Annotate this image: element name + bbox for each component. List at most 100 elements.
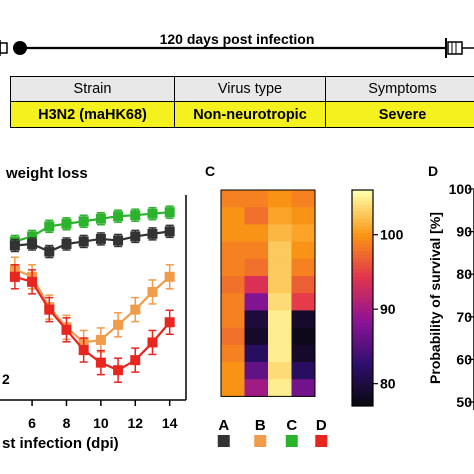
heatmap-cell <box>221 310 245 328</box>
series-line <box>14 275 171 372</box>
heatmap-cell <box>291 224 316 242</box>
heatmap-cell <box>244 327 269 346</box>
heatmap-cell <box>291 362 316 380</box>
column-swatch <box>315 435 328 447</box>
heatmap-cell <box>268 224 292 242</box>
heatmap-cell <box>268 258 292 277</box>
colorbar-segment <box>352 344 373 349</box>
data-point <box>113 235 124 246</box>
heatmap-cell <box>244 241 269 260</box>
heatmap-cell <box>244 310 269 328</box>
y-tick-label: 70 <box>456 309 472 325</box>
colorbar-segment <box>352 222 373 227</box>
data-point <box>113 365 124 376</box>
colorbar-segment <box>352 204 373 209</box>
data-point <box>61 218 72 229</box>
series-line <box>14 230 170 253</box>
x-tick-label: 10 <box>93 415 109 431</box>
data-point <box>78 345 89 356</box>
data-point <box>44 304 55 315</box>
timeline-start-dot <box>13 41 27 55</box>
heatmap-cell <box>291 327 316 346</box>
colorbar-segment <box>352 280 373 285</box>
series-line <box>14 268 171 344</box>
column-swatch <box>254 435 267 447</box>
heatmap-cell <box>268 293 292 311</box>
syringe-icon-right <box>445 38 474 58</box>
colorbar-segment <box>352 254 373 259</box>
colorbar-segment <box>352 402 373 407</box>
data-point <box>95 233 106 244</box>
heatmap-cell <box>221 379 245 397</box>
heatmap-cell <box>268 241 292 260</box>
colorbar-segment <box>352 355 373 360</box>
heatmap-cell <box>221 207 245 225</box>
heatmap-cell <box>268 379 292 397</box>
colorbar-segment <box>352 262 373 267</box>
heatmap-cell <box>268 276 292 294</box>
colorbar-segment <box>352 330 373 335</box>
table-cell-virus-type: Non-neurotropic <box>174 101 326 128</box>
colorbar-segment <box>352 200 373 205</box>
heatmap-cell <box>221 258 245 277</box>
y-tick-label: 100 <box>449 181 473 197</box>
colorbar-segment <box>352 283 373 288</box>
y-tick-label: 50 <box>456 394 472 410</box>
colorbar-segment <box>352 337 373 342</box>
heatmap-cell <box>291 344 316 363</box>
colorbar-tick-label: 100 <box>380 227 404 243</box>
data-point <box>164 207 175 218</box>
heatmap-cell <box>291 379 316 397</box>
colorbar-segment <box>352 272 373 277</box>
heatmap <box>220 189 316 397</box>
column-label: A <box>218 417 229 434</box>
data-point <box>113 319 124 330</box>
data-point <box>95 357 106 368</box>
colorbar-segment <box>352 308 373 313</box>
colorbar-segment <box>352 395 373 400</box>
data-point <box>27 276 38 287</box>
colorbar-segment <box>352 265 373 270</box>
colorbar-segment <box>352 352 373 357</box>
data-point <box>27 231 38 242</box>
colorbar-segment <box>352 244 373 249</box>
column-swatch <box>285 435 298 447</box>
colorbar-segment <box>352 190 373 195</box>
colorbar-segment <box>352 218 373 223</box>
column-swatch <box>217 435 230 447</box>
colorbar-segment <box>352 305 373 310</box>
panel-b-axes <box>0 195 187 401</box>
data-point <box>95 334 106 345</box>
x-tick-label: 14 <box>162 415 178 431</box>
timeline: 120 days post infection <box>0 31 474 58</box>
heatmap-cell <box>291 207 316 225</box>
data-point <box>164 317 175 328</box>
data-point <box>147 228 158 239</box>
column-label: B <box>255 417 266 434</box>
data-point <box>130 210 141 221</box>
colorbar-segment <box>352 370 373 375</box>
colorbar-segment <box>352 287 373 292</box>
colorbar-segment <box>352 359 373 364</box>
data-point <box>9 271 20 282</box>
colorbar-segment <box>352 366 373 371</box>
table-header-symptoms: Symptoms <box>325 76 474 102</box>
colorbar-segment <box>352 294 373 299</box>
heatmap-cell <box>244 293 269 311</box>
column-label: D <box>316 417 327 434</box>
colorbar-segment <box>352 211 373 216</box>
heatmap-cell <box>291 241 316 260</box>
heatmap-cell <box>291 258 316 277</box>
colorbar-segment <box>352 269 373 274</box>
data-point <box>9 240 20 251</box>
panel-d: D Probability of survival [%] 100 90 80 70 6… <box>427 163 474 410</box>
colorbar-segment <box>352 348 373 353</box>
colorbar-border <box>351 189 374 407</box>
data-point <box>78 216 89 227</box>
data-point <box>78 236 89 247</box>
table-header-row: Strain Virus type Symptoms <box>10 76 474 102</box>
strain-table: Strain Virus type Symptoms H3N2 (maHK68)… <box>10 76 474 128</box>
colorbar-segment <box>352 377 373 382</box>
colorbar-segment <box>352 251 373 256</box>
